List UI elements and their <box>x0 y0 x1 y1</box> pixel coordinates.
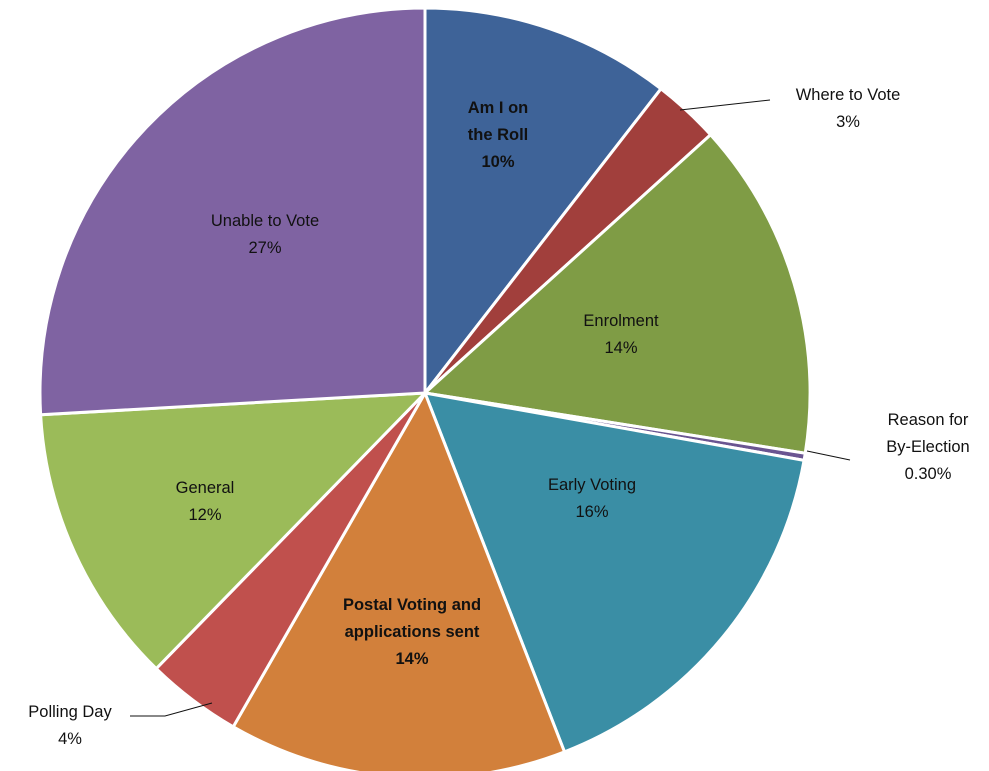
slice-percent-am-i-on-the-roll: 10% <box>481 153 514 171</box>
pie-slice-unable-to-vote <box>38 6 427 417</box>
slice-label-polling-day-line-1: Polling Day <box>28 703 112 721</box>
slice-percent-unable-to-vote: 27% <box>248 239 281 257</box>
pie-slices <box>38 6 812 771</box>
pie-slice-general <box>39 391 429 671</box>
slice-label-where-to-vote-line-1: Where to Vote <box>796 86 901 104</box>
slice-label-enrolment-line-1: Enrolment <box>583 312 659 330</box>
slice-percent-general: 12% <box>188 506 221 524</box>
slice-percent-postal-voting-and-applications-sent: 14% <box>395 650 428 668</box>
slice-labels: Am I on the Roll 10% Where to Vote 3% Enrolme… <box>28 86 969 748</box>
leader-line-where-to-vote <box>679 99 771 111</box>
leader-lines <box>130 99 851 717</box>
pie-slice-early-voting <box>422 391 806 754</box>
leader-line-polling-day <box>130 702 213 717</box>
pie-slice-enrolment <box>421 132 812 455</box>
slice-percent-early-voting: 16% <box>575 503 608 521</box>
slice-percent-reason-for-by-election: 0.30% <box>905 465 952 483</box>
slice-label-early-voting-line-1: Early Voting <box>548 476 636 494</box>
slice-label-postal-voting-and-applications-sent-line-2: applications sent <box>345 623 480 641</box>
pie-slice-postal-voting-and-applications-sent <box>231 389 567 771</box>
slice-label-postal-voting-and-applications-sent-line-1: Postal Voting and <box>343 596 481 614</box>
slice-label-general-line-1: General <box>176 479 235 497</box>
slice-percent-enrolment: 14% <box>604 339 637 357</box>
slice-percent-polling-day: 4% <box>58 730 82 748</box>
slice-label-unable-to-vote-line-1: Unable to Vote <box>211 212 319 230</box>
slice-label-am-i-on-the-roll-line-1: Am I on <box>468 99 529 117</box>
slice-label-am-i-on-the-roll-line-2: the Roll <box>468 126 529 144</box>
leader-line-reason-for-by-election <box>806 450 851 461</box>
pie-slice-am-i-on-the-roll <box>423 6 664 398</box>
slice-label-reason-for-by-election-line-1: Reason for <box>888 411 969 429</box>
slice-label-reason-for-by-election-line-2: By-Election <box>886 438 969 456</box>
slice-percent-where-to-vote: 3% <box>836 113 860 131</box>
